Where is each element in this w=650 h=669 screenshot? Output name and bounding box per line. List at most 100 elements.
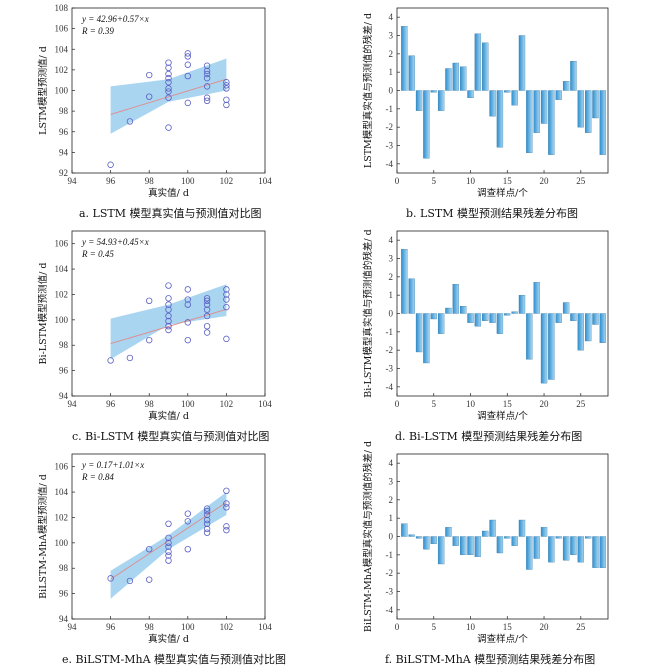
data-point: [203, 511, 211, 519]
x-tick-label: 20: [540, 399, 550, 409]
residual-bar: [526, 90, 533, 153]
x-tick-label: 102: [220, 622, 234, 632]
residual-bar: [555, 90, 562, 100]
residual-bar: [577, 90, 584, 128]
data-point: [223, 82, 230, 89]
y-tick-label: 94: [59, 147, 69, 157]
residual-bar: [430, 313, 437, 320]
residual-bar: [467, 90, 474, 98]
y-tick-label: 108: [55, 3, 69, 13]
residual-bar: [401, 26, 408, 91]
y-tick-label: 3: [389, 477, 394, 487]
residual-bar: [570, 61, 577, 91]
data-point: [165, 322, 172, 330]
data-point: [203, 306, 211, 313]
y-tick-label: 98: [59, 106, 69, 116]
y-tick-label: 102: [55, 512, 69, 522]
y-tick-label: 102: [55, 65, 69, 75]
data-point: [165, 306, 172, 313]
data-point: [165, 59, 172, 66]
y-tick-label: -4: [386, 382, 394, 392]
y-tick-label: 4: [389, 458, 394, 468]
x-tick-label: 5: [432, 176, 437, 186]
data-point: [107, 357, 114, 364]
data-point: [165, 70, 172, 78]
x-tick-label: 10: [466, 176, 476, 186]
caption-a: a. LSTM 模型真实值与预测值对比图: [79, 207, 262, 220]
scatter-panel-lstm: LSTM模型预测值/ d 真实值/ d y = 42.96+0.57×x R =…: [37, 3, 272, 199]
data-point: [203, 295, 211, 302]
caption-c: c. Bi-LSTM 模型真实值与预测值对比图: [72, 430, 270, 443]
scatter-panel-bilstm-mha: BiLSTM-MhA模型预测值/ d 真实值/ d y = 0.17+1.01×…: [37, 453, 272, 645]
y-tick-label: 106: [55, 462, 69, 472]
data-point: [165, 124, 172, 131]
x-tick-label: 5: [432, 399, 437, 409]
y-tick-label: 0: [389, 532, 394, 542]
y-tick-label: 0: [389, 86, 394, 96]
ylabel: LSTM模型预测值/ d: [37, 46, 49, 135]
residual-bar: [584, 90, 592, 133]
residual-bar: [540, 90, 548, 124]
plot-frame: [71, 230, 266, 397]
data-point: [184, 336, 191, 344]
data-point: [184, 545, 191, 553]
caption-e: e. BiLSTM-MhA 模型真实值与预测值对比图: [62, 653, 287, 666]
y-tick-label: -1: [386, 327, 394, 337]
y-tick-label: 104: [55, 264, 69, 274]
data-point: [203, 520, 211, 528]
x-tick-label: 100: [181, 176, 195, 186]
residual-bar: [504, 536, 511, 539]
data-point: [223, 303, 230, 311]
x-tick-label: 94: [68, 622, 78, 632]
y-tick-label: 1: [389, 290, 394, 300]
residual-bar: [401, 249, 408, 314]
residual-bar: [584, 313, 592, 342]
data-point: [126, 354, 134, 362]
data-point: [107, 161, 114, 168]
data-point: [203, 505, 211, 512]
x-tick-label: 104: [258, 622, 272, 632]
data-point: [184, 50, 191, 57]
data-point: [223, 487, 230, 495]
data-point: [203, 97, 211, 105]
x-tick-label: 0: [395, 176, 400, 186]
data-point: [145, 336, 153, 344]
x-tick-label: 98: [145, 622, 155, 632]
residual-bar: [474, 33, 482, 91]
residual-bar: [496, 313, 504, 334]
y-tick-label: 104: [55, 487, 69, 497]
residual-bar: [452, 62, 459, 91]
residual-bar: [577, 313, 584, 351]
data-point: [165, 282, 172, 289]
data-point: [184, 510, 191, 517]
residual-bar: [430, 536, 437, 544]
residual-bar: [526, 313, 533, 360]
residual-bar: [592, 90, 599, 119]
x-tick-label: 100: [181, 622, 195, 632]
x-tick-label: 102: [220, 176, 234, 186]
x-tick-label: 96: [106, 622, 116, 632]
data-point: [203, 312, 211, 320]
r-value: R = 0.45: [81, 249, 114, 259]
x-tick-label: 96: [106, 176, 116, 186]
data-point: [203, 329, 211, 336]
y-tick-label: 92: [59, 168, 68, 178]
data-point: [184, 319, 191, 326]
y-tick-label: 100: [55, 86, 69, 96]
confidence-band: [110, 58, 227, 134]
data-point: [184, 72, 191, 80]
data-point: [145, 576, 153, 583]
ylabel: Bi-LSTM模型预测值/ d: [37, 263, 49, 365]
residual-bar: [408, 278, 415, 314]
x-tick-label: 94: [68, 399, 78, 409]
data-point: [165, 317, 172, 325]
ylabel: Bi-LSTM模型真实值与预测值的残差/ d: [362, 229, 374, 397]
residual-bar: [496, 536, 504, 554]
y-tick-label: -2: [386, 568, 394, 578]
data-point: [165, 79, 172, 86]
residual-bar: [533, 282, 540, 314]
residual-bar: [526, 536, 533, 570]
residual-bar: [599, 90, 607, 155]
x-tick-label: 104: [258, 176, 272, 186]
residual-bar: [511, 311, 518, 314]
